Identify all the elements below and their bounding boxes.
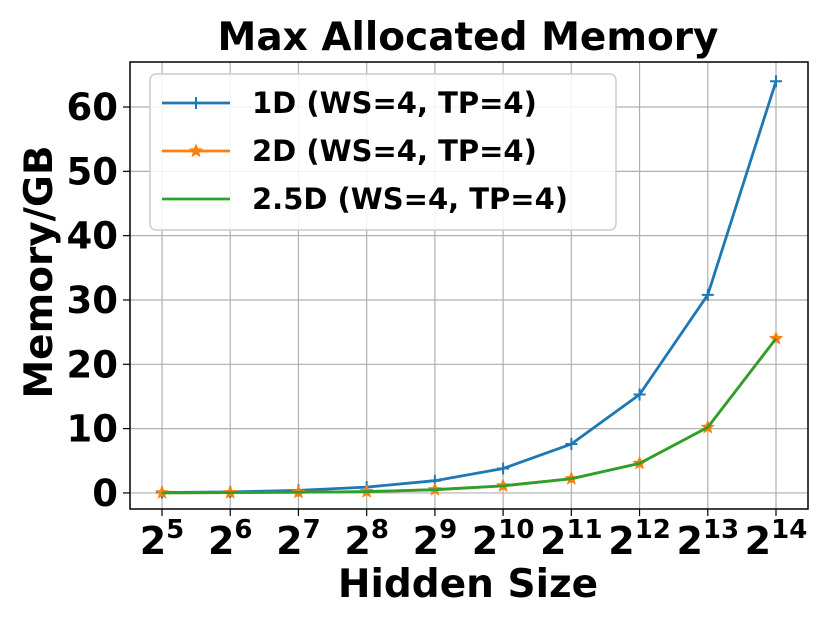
data-point <box>188 143 204 158</box>
x-tick-label: 25 <box>140 515 185 563</box>
legend-entry: 2D (WS=4, TP=4) <box>252 134 537 168</box>
x-axis-ticks: 25 26 27 28 29 210 211 212 213 214 <box>140 509 808 563</box>
x-tick-label: 214 <box>745 515 808 563</box>
data-point <box>633 388 646 401</box>
y-tick-label: 10 <box>67 408 119 451</box>
legend-box <box>149 73 617 231</box>
y-tick-label: 30 <box>67 279 119 322</box>
x-tick-label: 26 <box>208 515 253 563</box>
data-point <box>497 462 510 475</box>
y-axis-ticks: 0 10 20 30 40 50 60 <box>67 86 130 515</box>
x-tick-label: 29 <box>413 515 458 563</box>
x-tick-label: 211 <box>540 515 603 563</box>
data-point <box>565 438 578 451</box>
series-line <box>161 337 778 495</box>
chart-title: Max Allocated Memory <box>218 15 719 60</box>
y-tick-label: 60 <box>67 86 119 129</box>
y-tick-label: 40 <box>67 215 119 258</box>
x-tick-label: 27 <box>276 515 321 563</box>
x-tick-label: 28 <box>344 515 389 563</box>
plot-area <box>129 61 809 510</box>
y-axis-label: Memory/GB <box>17 145 62 398</box>
x-axis-label: Hidden Size <box>338 562 598 607</box>
y-tick-label: 20 <box>67 343 119 386</box>
legend-entry: 1D (WS=4, TP=4) <box>252 86 537 120</box>
x-tick-label: 212 <box>608 515 671 563</box>
x-tick-label: 213 <box>676 515 739 563</box>
series-lines <box>154 75 784 499</box>
data-point <box>701 288 714 301</box>
legend: 1D (WS=4, TP=4) 2D (WS=4, TP=4) 2.5D (WS=4… <box>149 73 617 231</box>
y-tick-label: 50 <box>67 150 119 193</box>
y-tick-label: 0 <box>92 472 118 515</box>
legend-entry: 2.5D (WS=4, TP=4) <box>252 182 568 216</box>
data-point <box>190 97 202 109</box>
series-line <box>161 337 778 495</box>
x-tick-label: 210 <box>472 515 535 563</box>
data-point <box>770 75 782 88</box>
